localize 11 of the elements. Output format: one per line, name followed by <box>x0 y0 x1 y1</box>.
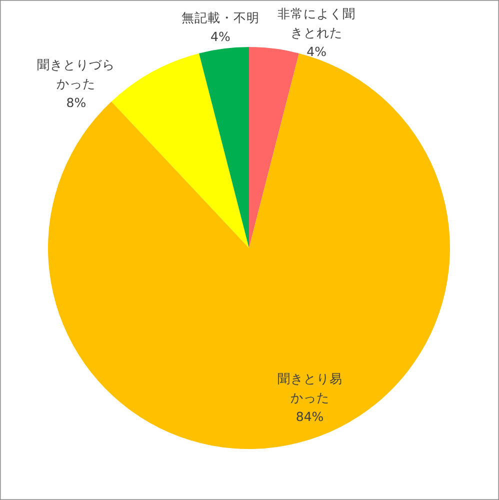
slice-label: 無記載・不明 <box>181 10 260 25</box>
slice-label: 聞きとり易かった <box>277 370 342 405</box>
pie-slice <box>111 53 249 248</box>
data-label: 4% <box>210 28 230 44</box>
pie-slice <box>199 47 249 248</box>
slice-label: 非常によく聞きとれた <box>278 6 356 40</box>
data-label: 8% <box>66 95 86 110</box>
data-label: 4% <box>306 44 327 59</box>
pie-slice <box>249 47 299 248</box>
slice-label: 聞きとりづらかった <box>37 57 116 92</box>
data-label: 84% <box>296 408 324 424</box>
